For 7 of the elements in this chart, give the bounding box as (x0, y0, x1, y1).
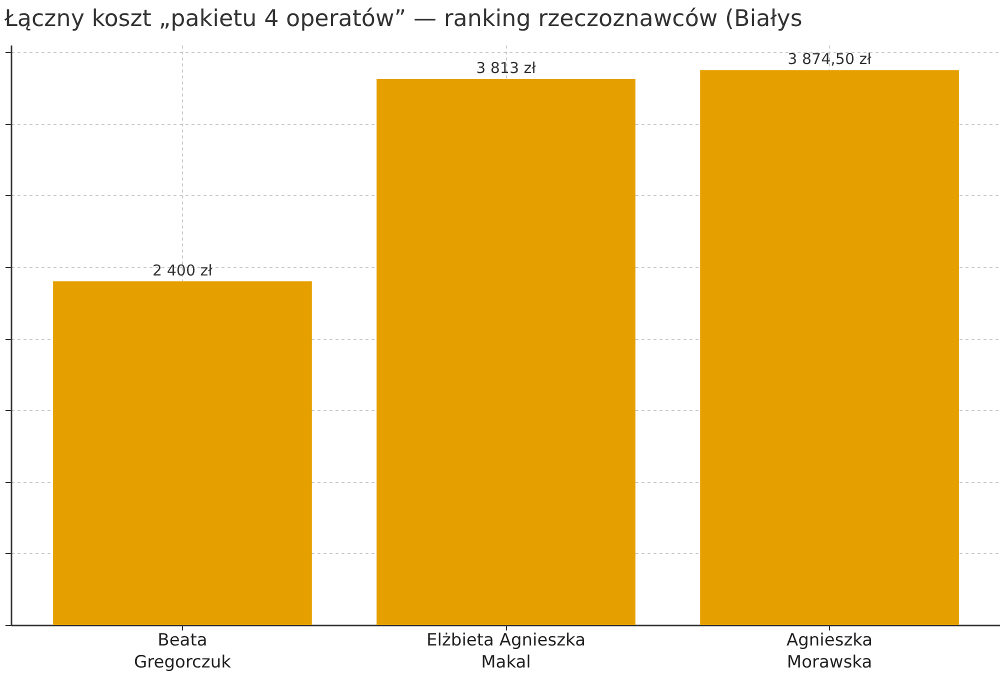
data-label: 3 874,50 zł (788, 50, 872, 68)
data-label: 2 400 zł (152, 261, 214, 280)
chart-title: Łączny koszt „pakietu 4 operatów” — ranking rzeczoznawców (Białys (4, 6, 802, 32)
x-tick-label: Agnieszka Morawska (786, 630, 873, 672)
data-label: 3 813 zł (476, 58, 537, 77)
x-tick-label: Beata Gregorczuk (134, 630, 232, 672)
x-tick-label: Elżbieta Agnieszka Makal (426, 630, 586, 672)
